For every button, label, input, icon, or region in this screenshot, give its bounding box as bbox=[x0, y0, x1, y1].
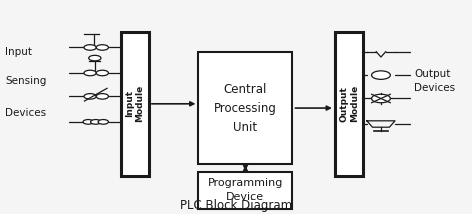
Text: Input
Module: Input Module bbox=[125, 85, 144, 122]
Circle shape bbox=[89, 55, 101, 61]
Circle shape bbox=[96, 45, 109, 50]
Text: Devices: Devices bbox=[5, 108, 47, 118]
Text: Input: Input bbox=[5, 47, 33, 57]
Circle shape bbox=[84, 45, 96, 50]
Circle shape bbox=[91, 120, 101, 124]
Circle shape bbox=[84, 70, 96, 76]
Text: Sensing: Sensing bbox=[5, 76, 47, 86]
Circle shape bbox=[96, 70, 109, 76]
Circle shape bbox=[371, 94, 390, 103]
Bar bbox=[198, 52, 293, 164]
Circle shape bbox=[96, 94, 109, 99]
Bar bbox=[198, 172, 293, 209]
Text: PLC Block Diagram: PLC Block Diagram bbox=[180, 199, 292, 212]
Text: Programming
Device: Programming Device bbox=[208, 178, 283, 202]
Text: Central
Processing
Unit: Central Processing Unit bbox=[214, 83, 277, 134]
Text: Output
Devices: Output Devices bbox=[414, 70, 455, 94]
Circle shape bbox=[84, 94, 96, 99]
Bar bbox=[335, 31, 363, 176]
Bar bbox=[121, 31, 149, 176]
Circle shape bbox=[98, 120, 109, 124]
Circle shape bbox=[83, 120, 93, 124]
Circle shape bbox=[371, 71, 390, 79]
Text: Output
Module: Output Module bbox=[339, 85, 359, 122]
